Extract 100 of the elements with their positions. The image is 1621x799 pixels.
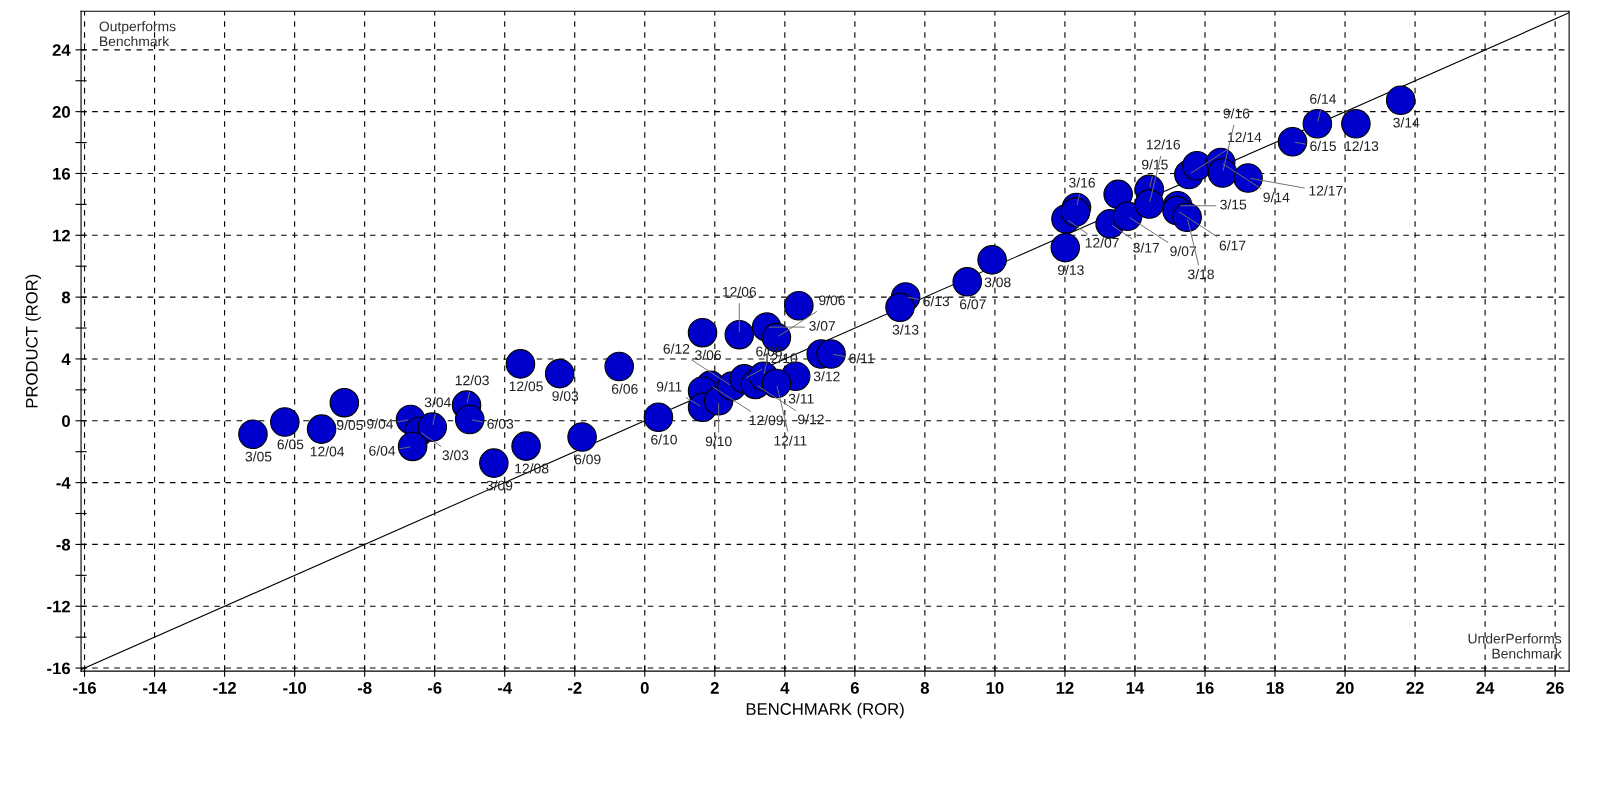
x-tick-label: 10 (986, 682, 1004, 694)
point (784, 290, 814, 321)
annotation: 12/16 (1146, 139, 1180, 150)
x-tick-label: -8 (357, 682, 372, 694)
annotation: UnderPerforms Benchmark (1468, 633, 1562, 659)
annotation: 12/04 (310, 446, 345, 457)
x-tick-label: 20 (1336, 682, 1354, 694)
annotation: 6/11 (849, 353, 874, 364)
annotation: 12/14 (1228, 131, 1262, 143)
annotation: 3/16 (1069, 177, 1095, 188)
annotation: 12/07 (1085, 237, 1119, 248)
annotation: 3/03 (442, 449, 469, 461)
annotation: 12/06 (722, 286, 757, 297)
x-tick-label: -6 (427, 682, 442, 694)
x-tick-label: 4 (780, 682, 790, 694)
point (544, 358, 575, 389)
y-tick-label: -12 (47, 600, 70, 613)
x-tick-label: -10 (283, 682, 306, 694)
annotation: 6/05 (277, 439, 304, 450)
annotation: 3/17 (1133, 242, 1160, 253)
annotation: 6/09 (574, 454, 601, 465)
x-tick-label: -16 (73, 682, 96, 694)
y-tick-label: 20 (52, 106, 70, 118)
y-tick-label: -4 (56, 477, 71, 489)
point (952, 267, 983, 297)
annotation: 3/07 (809, 320, 835, 331)
annotation: 9/07 (1170, 245, 1196, 257)
annotation: 3/04 (424, 397, 451, 408)
point (329, 387, 360, 418)
annotation: 9/04 (367, 418, 394, 429)
annotation: 6/10 (651, 434, 677, 445)
annotation: Outperforms Benchmark (99, 21, 176, 47)
y-tick-label: -16 (47, 662, 71, 675)
point (397, 431, 428, 462)
x-tick-label: 12 (1056, 682, 1074, 694)
annotation: 9/10 (705, 436, 732, 447)
y-tick-label: 12 (53, 229, 70, 242)
point (511, 431, 541, 461)
y-tick-label: 4 (61, 353, 71, 365)
x-tick-label: 2 (710, 682, 719, 694)
x-tick-label: 0 (640, 682, 649, 694)
y-tick-label: 16 (53, 167, 71, 180)
y-tick-label: 24 (52, 44, 71, 56)
x-tick-label: -4 (497, 682, 513, 694)
annotation: 6/15 (1310, 140, 1337, 152)
point (567, 422, 597, 452)
annotation: 3/05 (245, 451, 272, 462)
x-tick-label: -12 (213, 682, 236, 694)
y-tick-label: 8 (61, 291, 71, 304)
annotation: 9/05 (337, 419, 363, 431)
x-tick-label: 22 (1406, 682, 1424, 694)
annotation: 3/13 (892, 324, 919, 335)
point (1302, 108, 1333, 139)
annotation: 12/05 (509, 381, 543, 392)
annotation: 12/03 (455, 375, 489, 386)
point (1207, 158, 1238, 188)
x-axis-title: BENCHMARK (ROR) (746, 702, 904, 719)
annotation: 12/17 (1309, 185, 1343, 196)
annotation: 3/14 (1393, 117, 1420, 128)
annotation: 12/11 (774, 435, 807, 446)
x-tick-label: 8 (920, 682, 929, 694)
point (724, 319, 755, 350)
annotation: 6/17 (1219, 240, 1246, 251)
annotation: 6/12 (663, 343, 690, 354)
annotation: 3/18 (1188, 269, 1214, 280)
point (505, 349, 536, 379)
point (1134, 189, 1165, 219)
point (643, 402, 674, 433)
point (1112, 201, 1143, 232)
annotation: 9/03 (552, 390, 579, 401)
point (479, 448, 509, 478)
point (885, 292, 915, 323)
annotation: 9/12 (798, 414, 824, 425)
point (454, 404, 485, 435)
x-tick-label: -2 (567, 682, 582, 694)
annotation: 3/06 (695, 349, 721, 361)
x-tick-label: 16 (1196, 682, 1214, 694)
annotation: 9/06 (819, 295, 845, 306)
point (270, 407, 300, 437)
x-tick-label: 24 (1476, 682, 1495, 694)
point (1233, 163, 1263, 193)
annotation: 3/15 (1220, 199, 1247, 210)
annotation: 9/16 (1223, 108, 1250, 119)
annotation: 3/08 (984, 277, 1011, 288)
point (238, 419, 268, 450)
annotation: 3/11 (788, 393, 814, 404)
point (1050, 232, 1081, 263)
annotation: 6/07 (959, 298, 986, 310)
point (417, 412, 448, 442)
x-tick-label: 6 (850, 682, 859, 694)
annotation: 12/09 (749, 415, 783, 426)
point (1172, 202, 1202, 233)
point (1103, 179, 1133, 210)
annotation: 9/11 (656, 381, 682, 392)
annotation: 9/14 (1263, 192, 1290, 203)
point (1385, 85, 1416, 115)
point (816, 339, 846, 369)
annotation: 9/13 (1057, 264, 1084, 275)
annotation: 12/13 (1345, 140, 1379, 152)
point (306, 414, 337, 444)
